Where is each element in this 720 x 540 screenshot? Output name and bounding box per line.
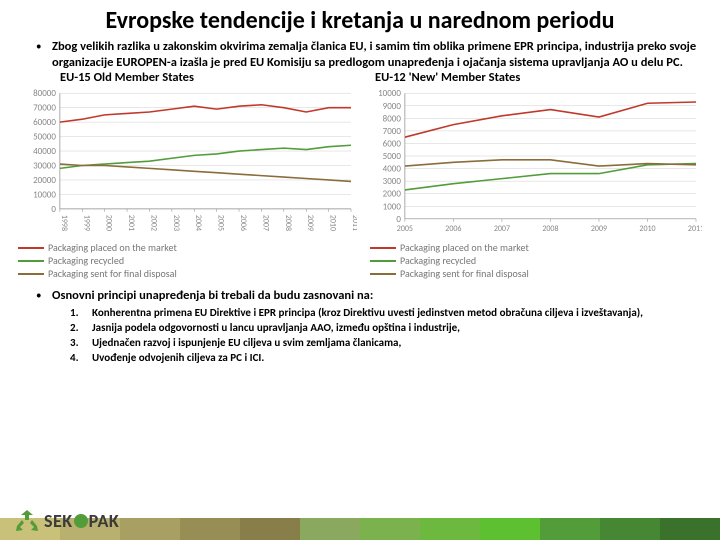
legend-item: Packaging recycled: [18, 254, 350, 267]
chart-right-title: EU-12 'New' Member States: [375, 70, 690, 85]
page-title: Evropske tendencije i kretanja u naredno…: [0, 0, 720, 37]
legend-item: Packaging sent for final disposal: [18, 267, 350, 280]
svg-text:2006: 2006: [238, 215, 248, 231]
svg-text:2004: 2004: [193, 215, 203, 231]
svg-text:2010: 2010: [639, 224, 655, 234]
legend: Packaging placed on the marketPackaging …: [0, 237, 720, 282]
svg-text:3000: 3000: [383, 176, 402, 187]
chart-right-svg: 0100020003000400050006000700080009000100…: [363, 87, 702, 237]
numbered-item: 3.Ujednačen razvoj i ispunjenje EU cilje…: [70, 336, 700, 351]
legend-item: Packaging sent for final disposal: [370, 267, 702, 280]
logo: SEKPAK: [14, 508, 119, 534]
legend-item: Packaging placed on the market: [18, 241, 350, 254]
svg-text:2002: 2002: [148, 215, 158, 231]
svg-text:6000: 6000: [383, 139, 402, 150]
bullet-2-text: Osnovni principi unapređenja bi trebali …: [52, 288, 700, 304]
svg-text:4000: 4000: [383, 164, 402, 175]
legend-item: Packaging placed on the market: [370, 241, 702, 254]
numbered-item: 2.Jasnija podela odgovornosti u lancu up…: [70, 321, 700, 336]
svg-text:1000: 1000: [383, 202, 402, 213]
logo-text: SEKPAK: [44, 510, 119, 532]
svg-text:5000: 5000: [383, 151, 402, 162]
svg-text:2009: 2009: [305, 215, 315, 231]
svg-text:70000: 70000: [33, 103, 56, 114]
svg-text:2009: 2009: [591, 224, 607, 234]
bullet-2: • Osnovni principi unapređenja bi trebal…: [0, 282, 720, 304]
bullet-1-text: Zbog velikih razlika u zakonskim okvirim…: [52, 39, 700, 70]
svg-text:10000: 10000: [33, 190, 56, 201]
chart-left: 0 10000 20000 30000 40000 50000 60000 70000 8000…: [18, 87, 357, 237]
svg-text:2010: 2010: [328, 215, 338, 231]
chart-left-title: EU-15 Old Member States: [60, 70, 375, 85]
svg-text:80000: 80000: [33, 88, 56, 99]
svg-text:2007: 2007: [494, 224, 510, 234]
svg-text:1999: 1999: [81, 215, 91, 231]
svg-text:2001: 2001: [126, 215, 136, 231]
recycle-icon: [14, 508, 40, 534]
numbered-item: 4.Uvođenje odvojenih ciljeva za PC i ICI…: [70, 351, 700, 366]
chart-titles: EU-15 Old Member States EU-12 'New' Memb…: [0, 70, 720, 87]
numbered-item: 1.Konherentna primena EU Direktive i EPR…: [70, 306, 700, 321]
legend-item: Packaging recycled: [370, 254, 702, 267]
svg-text:2011: 2011: [688, 224, 702, 234]
svg-text:30000: 30000: [33, 161, 56, 172]
svg-text:2011: 2011: [350, 215, 357, 231]
svg-text:2007: 2007: [260, 215, 270, 231]
svg-text:60000: 60000: [33, 117, 56, 128]
svg-text:2005: 2005: [397, 224, 413, 234]
svg-text:40000: 40000: [33, 146, 56, 157]
numbered-list: 1.Konherentna primena EU Direktive i EPR…: [0, 304, 720, 365]
svg-text:50000: 50000: [33, 132, 56, 143]
svg-text:1998: 1998: [59, 215, 69, 231]
svg-text:9000: 9000: [383, 101, 402, 112]
bullet-dot: •: [36, 288, 52, 304]
svg-text:2008: 2008: [283, 215, 293, 231]
charts-container: 0 10000 20000 30000 40000 50000 60000 70000 8000…: [0, 87, 720, 237]
svg-text:8000: 8000: [383, 114, 402, 125]
svg-text:2006: 2006: [445, 224, 461, 234]
svg-text:2003: 2003: [171, 215, 181, 231]
svg-text:2005: 2005: [216, 215, 226, 231]
svg-text:2000: 2000: [383, 189, 402, 200]
bullet-1: • Zbog velikih razlika u zakonskim okvir…: [0, 37, 720, 70]
svg-text:2000: 2000: [104, 215, 114, 231]
svg-text:0: 0: [51, 204, 56, 215]
svg-text:20000: 20000: [33, 175, 56, 186]
svg-text:2008: 2008: [542, 224, 558, 234]
svg-text:7000: 7000: [383, 126, 402, 137]
bullet-dot: •: [36, 39, 52, 70]
chart-left-svg: 0 10000 20000 30000 40000 50000 60000 70000 8000…: [18, 87, 357, 237]
chart-right: 0100020003000400050006000700080009000100…: [363, 87, 702, 237]
svg-text:10000: 10000: [378, 88, 401, 99]
